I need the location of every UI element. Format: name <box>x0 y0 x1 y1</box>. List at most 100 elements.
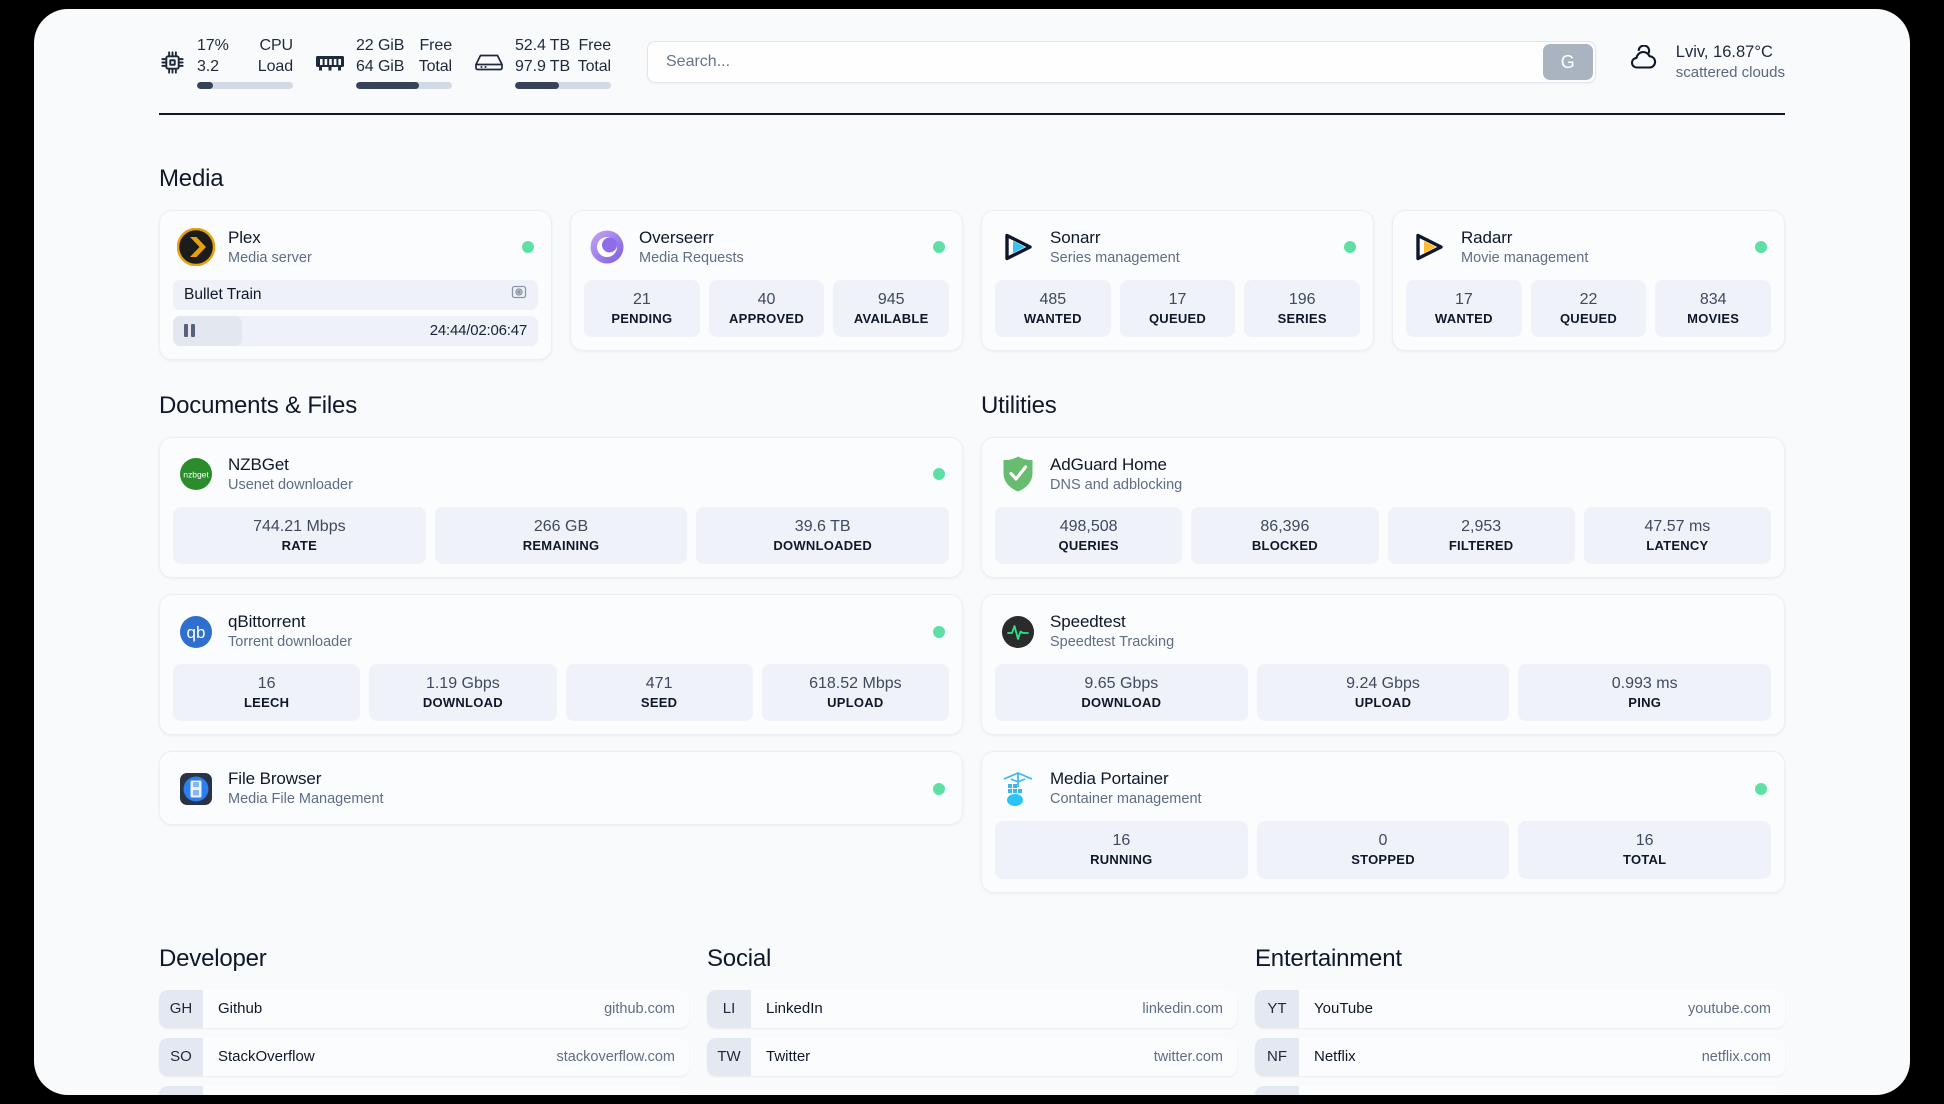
bookmark-badge: YT <box>1255 989 1299 1028</box>
speedtest-stats: 9.65 Gbps DOWNLOAD 9.24 Gbps UPLOAD 0.993 … <box>995 664 1772 722</box>
service-card-radarr[interactable]: Radarr Movie management 17 WANTED 22 QUEUE… <box>1392 210 1785 352</box>
ram-label-bottom: Total <box>418 58 452 75</box>
qbittorrent-status-dot <box>933 625 945 638</box>
stat-value: 21 <box>632 290 651 308</box>
bookmark-item-dev[interactable]: DT DEV dev.to <box>159 1085 689 1095</box>
stat-tile: 266 GB REMAINING <box>434 506 688 565</box>
stat-label: PENDING <box>611 311 673 327</box>
stat-tile: 498,508 QUERIES <box>995 506 1183 565</box>
stat-label: DOWNLOAD <box>1081 695 1162 711</box>
service-card-qbittorrent[interactable]: qb qBittorrent Torrent downloader 16 LEEC… <box>159 594 963 736</box>
qbittorrent-icon: qb <box>177 613 215 651</box>
bookmark-item-reddit[interactable]: RE Reddit reddit.com <box>1255 1085 1785 1095</box>
svg-text:nzbget: nzbget <box>183 470 209 480</box>
filebrowser-status-dot <box>933 782 945 795</box>
service-card-plex[interactable]: Plex Media server Bullet Train <box>159 210 552 360</box>
service-card-sonarr[interactable]: Sonarr Series management 485 WANTED 17 QUE… <box>981 210 1374 352</box>
search-input[interactable] <box>648 42 1541 82</box>
plex-progress-row[interactable]: 24:44/02:06:47 <box>173 315 538 346</box>
stat-label: QUERIES <box>1058 537 1119 553</box>
bookmark-item-netflix[interactable]: NF Netflix netflix.com <box>1255 1037 1785 1076</box>
disk-progress-bar <box>515 82 611 90</box>
cpu-usage-percent: 17% <box>197 36 229 54</box>
service-card-nzbget[interactable]: nzbget NZBGet Usenet downloader 744.21 M… <box>159 436 963 579</box>
stat-value: 39.6 TB <box>794 517 851 535</box>
cpu-icon <box>159 49 186 76</box>
stat-label: WANTED <box>1023 311 1082 327</box>
stat-label: PING <box>1628 695 1662 711</box>
bookmark-url: dev.to <box>637 1086 689 1095</box>
bookmark-name: YouTube <box>1314 1000 1373 1018</box>
stat-label: RATE <box>281 537 318 553</box>
bookmark-badge: TW <box>707 1037 751 1076</box>
section-title-entertainment: Entertainment <box>1255 944 1402 972</box>
disk-total-value: 97.9 TB <box>515 58 571 75</box>
ram-widget: 22 GiB Free 64 GiB Total <box>315 35 453 90</box>
service-card-filebrowser[interactable]: File Browser Media File Management <box>159 751 963 826</box>
portainer-status-dot <box>1755 782 1767 795</box>
bookmark-item-youtube[interactable]: YT YouTube youtube.com <box>1255 989 1785 1028</box>
stat-value: 0.993 ms <box>1611 675 1678 693</box>
bookmark-item-twitter[interactable]: TW Twitter twitter.com <box>707 1037 1237 1076</box>
search-engine-button[interactable]: G <box>1542 44 1593 80</box>
plex-duration: 02:06:47 <box>470 322 527 340</box>
disk-label-bottom: Total <box>577 58 611 75</box>
service-card-overseerr[interactable]: Overseerr Media Requests 21 PENDING 40 APP… <box>570 210 963 352</box>
pause-icon[interactable] <box>184 324 195 338</box>
stat-value: 40 <box>757 290 776 308</box>
section-title-social: Social <box>707 944 772 972</box>
section-title-media: Media <box>159 165 224 192</box>
bookmark-url: github.com <box>604 1000 675 1017</box>
search-bar[interactable]: G <box>647 41 1596 83</box>
plex-name: Plex <box>228 228 261 247</box>
stat-value: 471 <box>645 675 673 693</box>
stat-tile: 39.6 TB DOWNLOADED <box>696 506 950 565</box>
bookmark-name: StackOverflow <box>218 1048 315 1066</box>
stat-tile: 22 QUEUED <box>1530 279 1647 338</box>
dashboard-page: 17% CPU 3.2 Load 22 G <box>34 9 1910 1095</box>
stat-label: LEECH <box>243 695 290 711</box>
stat-value: 945 <box>877 290 905 308</box>
bookmark-badge: SO <box>159 1037 203 1076</box>
stat-value: 17 <box>1454 290 1473 308</box>
service-card-portainer[interactable]: Media Portainer Container management 16 R… <box>981 751 1785 893</box>
bookmark-group-developer: Developer GH Github github.com SO StackO… <box>159 945 689 1095</box>
service-card-speedtest[interactable]: Speedtest Speedtest Tracking 9.65 Gbps DO… <box>981 594 1785 736</box>
sonarr-icon <box>999 228 1037 266</box>
cloud-icon <box>1626 45 1662 78</box>
overseerr-desc: Media Requests <box>639 250 744 267</box>
stat-tile: 16 RUNNING <box>995 821 1248 879</box>
filebrowser-name: File Browser <box>228 769 322 789</box>
bookmark-item-github[interactable]: GH Github github.com <box>159 989 689 1028</box>
stat-value: 744.21 Mbps <box>253 517 346 535</box>
ram-label-top: Free <box>419 36 453 54</box>
stat-value: 16 <box>257 675 276 693</box>
portainer-desc: Container management <box>1050 791 1202 808</box>
filebrowser-icon <box>177 770 215 808</box>
nzbget-desc: Usenet downloader <box>228 477 353 494</box>
stat-tile: 17 WANTED <box>1406 279 1522 338</box>
bookmark-item-stackoverflow[interactable]: SO StackOverflow stackoverflow.com <box>159 1037 689 1076</box>
service-card-adguard[interactable]: AdGuard Home DNS and adblocking 498,508 Q… <box>981 436 1785 579</box>
stat-value: 86,396 <box>1260 517 1310 535</box>
header-divider <box>159 113 1785 115</box>
stat-tile: 9.24 Gbps UPLOAD <box>1256 664 1510 722</box>
sonarr-desc: Series management <box>1050 250 1180 267</box>
stat-tile: 618.52 Mbps UPLOAD <box>761 664 949 722</box>
stat-value: 22 <box>1579 290 1598 308</box>
stat-label: SEED <box>640 695 678 711</box>
overseerr-name: Overseerr <box>639 228 714 247</box>
bookmark-item-linkedin[interactable]: LI LinkedIn linkedin.com <box>707 989 1237 1028</box>
stat-label: BLOCKED <box>1251 537 1318 553</box>
stat-tile: 40 APPROVED <box>708 279 825 338</box>
overseerr-icon <box>588 228 626 266</box>
ram-icon <box>315 51 345 73</box>
overseerr-stats: 21 PENDING 40 APPROVED 945 AVAILABLE <box>584 279 950 338</box>
stat-label: MOVIES <box>1687 311 1740 327</box>
stat-tile: 834 MOVIES <box>1655 279 1772 338</box>
stat-label: STOPPED <box>1351 852 1415 868</box>
stat-label: FILTERED <box>1448 537 1514 553</box>
nzbget-status-dot <box>933 468 945 481</box>
cast-icon[interactable] <box>511 284 527 305</box>
stat-tile: 945 AVAILABLE <box>833 279 950 338</box>
